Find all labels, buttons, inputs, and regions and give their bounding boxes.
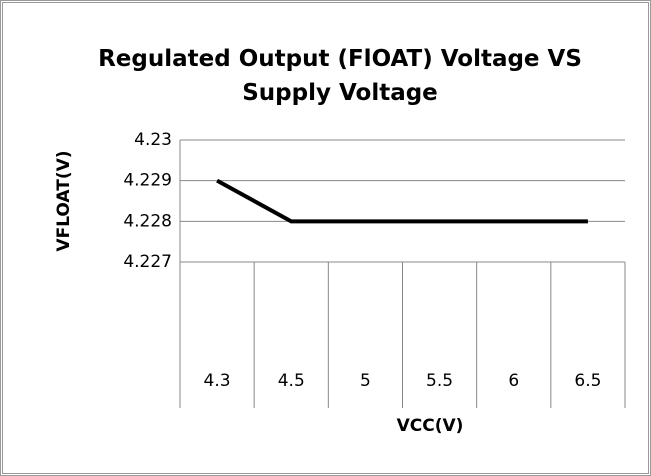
x-tick-label: 5.5: [426, 371, 453, 391]
chart-title: Regulated Output (FlOAT) Voltage VS Supp…: [98, 46, 582, 106]
x-tick-label: 6.5: [574, 371, 601, 391]
x-tick-label: 4.5: [278, 371, 305, 391]
y-tick-label: 4.23: [134, 130, 172, 150]
x-tick-label: 4.3: [204, 371, 231, 391]
y-tick-label: 4.229: [123, 171, 172, 191]
x-tick-label: 6: [508, 371, 519, 391]
x-tick-label: 5: [360, 371, 371, 391]
y-tick-label: 4.227: [123, 252, 172, 272]
y-tick-label: 4.228: [123, 211, 172, 231]
data-line: [216, 178, 588, 224]
x-axis-label: VCC(V): [397, 416, 464, 436]
y-axis-label: VFLOAT(V): [54, 150, 74, 251]
